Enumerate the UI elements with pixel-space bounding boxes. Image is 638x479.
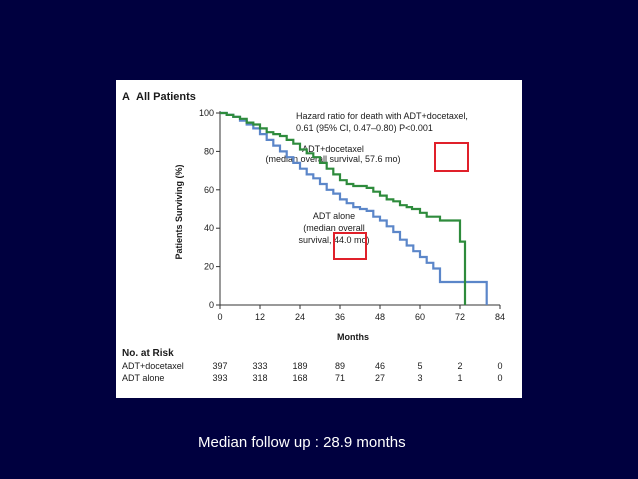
y-tick-label: 60: [204, 185, 214, 195]
y-tick-label: 20: [204, 262, 214, 272]
risk-table-heading: No. at Risk: [122, 348, 174, 359]
risk-count-cell: 168: [292, 373, 307, 383]
risk-count-cell: 1: [457, 373, 462, 383]
x-tick-label: 36: [335, 312, 345, 322]
risk-count-cell: 5: [417, 361, 422, 371]
follow-up-caption: Median follow up : 28.9 months: [198, 434, 406, 451]
x-tick-label: 0: [217, 312, 222, 322]
adt-annotation-line2: (median overall: [303, 223, 365, 233]
y-axis-label: Patients Surviving (%): [174, 164, 184, 259]
risk-count-cell: 0: [497, 373, 502, 383]
chart-title: All Patients: [136, 91, 196, 103]
survival-figure: A All Patients Patients Surviving (%) Mo…: [116, 80, 522, 398]
hazard-annotation-line1: Hazard ratio for death with ADT+docetaxe…: [296, 111, 468, 121]
x-tick-label: 24: [295, 312, 305, 322]
survival-curves: [220, 111, 488, 305]
x-tick-label: 12: [255, 312, 265, 322]
risk-count-cell: 318: [252, 373, 267, 383]
risk-count-cell: 393: [212, 373, 227, 383]
kaplan-meier-chart: A All Patients Patients Surviving (%) Mo…: [122, 91, 505, 383]
panel-label: A: [122, 91, 130, 103]
x-tick-label: 48: [375, 312, 385, 322]
hazard-annotation-line2: 0.61 (95% CI, 0.47–0.80) P<0.001: [296, 123, 433, 133]
x-tick-label: 60: [415, 312, 425, 322]
adt-annotation-line1: ADT alone: [313, 211, 355, 221]
x-tick-label: 72: [455, 312, 465, 322]
docetaxel-annotation-line2: (median overall survival, 57.6 mo): [265, 154, 400, 164]
y-tick-label: 80: [204, 146, 214, 156]
median-highlight-box-adt: [333, 232, 367, 260]
chart-axes: 0 20 40 60 80 100 0 12 24 36 48 60 72 84: [199, 108, 505, 322]
y-tick-label: 100: [199, 108, 214, 118]
risk-count-cell: 189: [292, 361, 307, 371]
risk-count-cell: 46: [375, 361, 385, 371]
risk-row-label-adt: ADT alone: [122, 373, 164, 383]
risk-count-cell: 27: [375, 373, 385, 383]
docetaxel-annotation-line1: ADT+docetaxel: [302, 144, 364, 154]
risk-count-cell: 2: [457, 361, 462, 371]
risk-table: No. at Risk ADT+docetaxel ADT alone 397 3…: [122, 348, 503, 383]
risk-count-cell: 89: [335, 361, 345, 371]
risk-count-cell: 397: [212, 361, 227, 371]
y-tick-label: 40: [204, 223, 214, 233]
risk-row-label-docetaxel: ADT+docetaxel: [122, 361, 184, 371]
series-line-adt-docetaxel: [220, 111, 467, 305]
risk-count-cell: 0: [497, 361, 502, 371]
risk-count-cell: 71: [335, 373, 345, 383]
x-tick-label: 84: [495, 312, 505, 322]
median-highlight-box-docetaxel: [434, 142, 469, 172]
y-tick-label: 0: [209, 300, 214, 310]
risk-count-cell: 333: [252, 361, 267, 371]
risk-count-cell: 3: [417, 373, 422, 383]
series-line-adt-alone: [220, 111, 488, 305]
x-axis-label: Months: [337, 332, 369, 342]
